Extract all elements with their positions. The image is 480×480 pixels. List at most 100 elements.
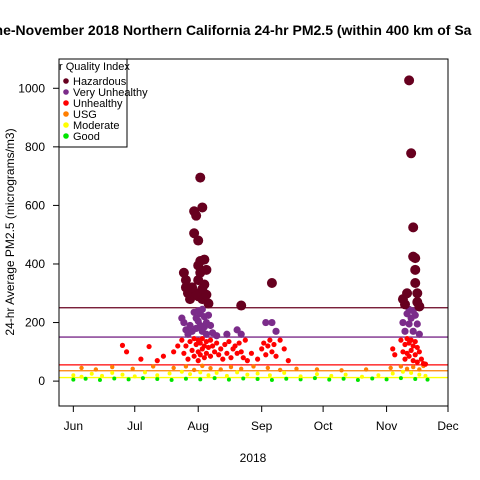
data-point [408, 347, 414, 353]
data-point [265, 343, 271, 349]
data-point [207, 337, 214, 343]
data-point [282, 370, 287, 375]
data-point [404, 336, 410, 342]
data-point [223, 330, 231, 338]
data-point [203, 338, 210, 345]
data-point [233, 326, 241, 334]
data-point [255, 371, 260, 376]
data-points [71, 75, 430, 382]
data-point [175, 343, 181, 349]
data-point [212, 349, 218, 355]
legend-marker [63, 122, 69, 128]
data-point [191, 367, 197, 373]
data-point [140, 376, 145, 381]
data-point [410, 358, 416, 364]
data-point [236, 340, 242, 346]
data-point [120, 372, 125, 377]
data-point [384, 377, 389, 382]
chart-title: ne-November 2018 Northern California 24-… [0, 22, 472, 38]
data-point [265, 365, 271, 371]
data-point [416, 349, 422, 355]
data-point [259, 346, 265, 352]
data-point [206, 373, 211, 378]
legend-title: r Quality Index [59, 61, 130, 73]
data-point [285, 358, 291, 364]
data-point [402, 356, 408, 362]
x-tick-label: Nov [376, 419, 397, 433]
data-point [199, 336, 205, 342]
data-point [312, 376, 317, 381]
data-point [281, 346, 287, 352]
data-point [404, 75, 415, 86]
data-point [214, 370, 219, 375]
data-point [71, 373, 76, 378]
data-point [179, 337, 185, 343]
data-point [254, 356, 261, 362]
x-tick-label: Dec [437, 419, 458, 433]
data-point [142, 370, 147, 375]
data-point [409, 370, 414, 375]
x-tick-label: Oct [314, 419, 333, 433]
data-point [191, 353, 197, 359]
data-point [398, 337, 404, 343]
data-point [195, 172, 206, 183]
data-point [273, 353, 279, 359]
data-point [360, 374, 365, 379]
data-point [155, 373, 160, 378]
data-point [203, 350, 210, 356]
data-point [183, 376, 188, 381]
x-tick-label: Sep [251, 419, 273, 433]
data-point [410, 343, 416, 349]
x-tick-label: Aug [188, 419, 209, 433]
data-point [402, 341, 408, 348]
data-point [398, 376, 403, 381]
data-point [212, 376, 217, 381]
data-point [112, 376, 117, 381]
data-point [245, 372, 250, 377]
data-point [97, 377, 102, 382]
legend-marker [63, 133, 69, 139]
data-point [198, 377, 203, 382]
data-point [327, 377, 332, 382]
data-point [93, 367, 99, 372]
data-point [404, 350, 410, 356]
data-point [266, 278, 277, 289]
data-point [181, 350, 187, 356]
data-point [138, 356, 144, 362]
legend-label: USG [73, 109, 97, 121]
data-point [146, 343, 152, 350]
data-point [255, 377, 260, 382]
y-tick-label: 800 [25, 140, 45, 154]
data-point [398, 364, 404, 369]
legend-box [58, 58, 128, 148]
data-point [392, 352, 398, 358]
data-point [201, 264, 212, 275]
data-point [238, 349, 244, 355]
x-axis-label: 2018 [240, 451, 267, 465]
data-point [404, 366, 410, 372]
y-axis: 0 200 400 600 800 1000 [18, 81, 60, 388]
legend-label: Good [73, 131, 100, 143]
data-point [355, 377, 360, 382]
data-point [187, 338, 193, 345]
data-point [155, 377, 160, 382]
y-tick-label: 1000 [18, 81, 45, 95]
data-point [214, 340, 220, 346]
legend-marker [63, 100, 69, 106]
data-point [251, 364, 256, 369]
data-point [341, 376, 346, 381]
data-point [171, 349, 177, 355]
data-point [376, 373, 381, 378]
data-point [390, 371, 395, 376]
data-point [205, 344, 212, 351]
data-point [408, 222, 419, 233]
data-point [99, 373, 104, 378]
data-point [239, 366, 244, 372]
data-point [191, 336, 197, 342]
data-point [198, 370, 203, 375]
y-tick-label: 0 [38, 374, 45, 388]
data-point [236, 300, 247, 311]
data-point [224, 350, 230, 356]
data-point [343, 372, 348, 377]
